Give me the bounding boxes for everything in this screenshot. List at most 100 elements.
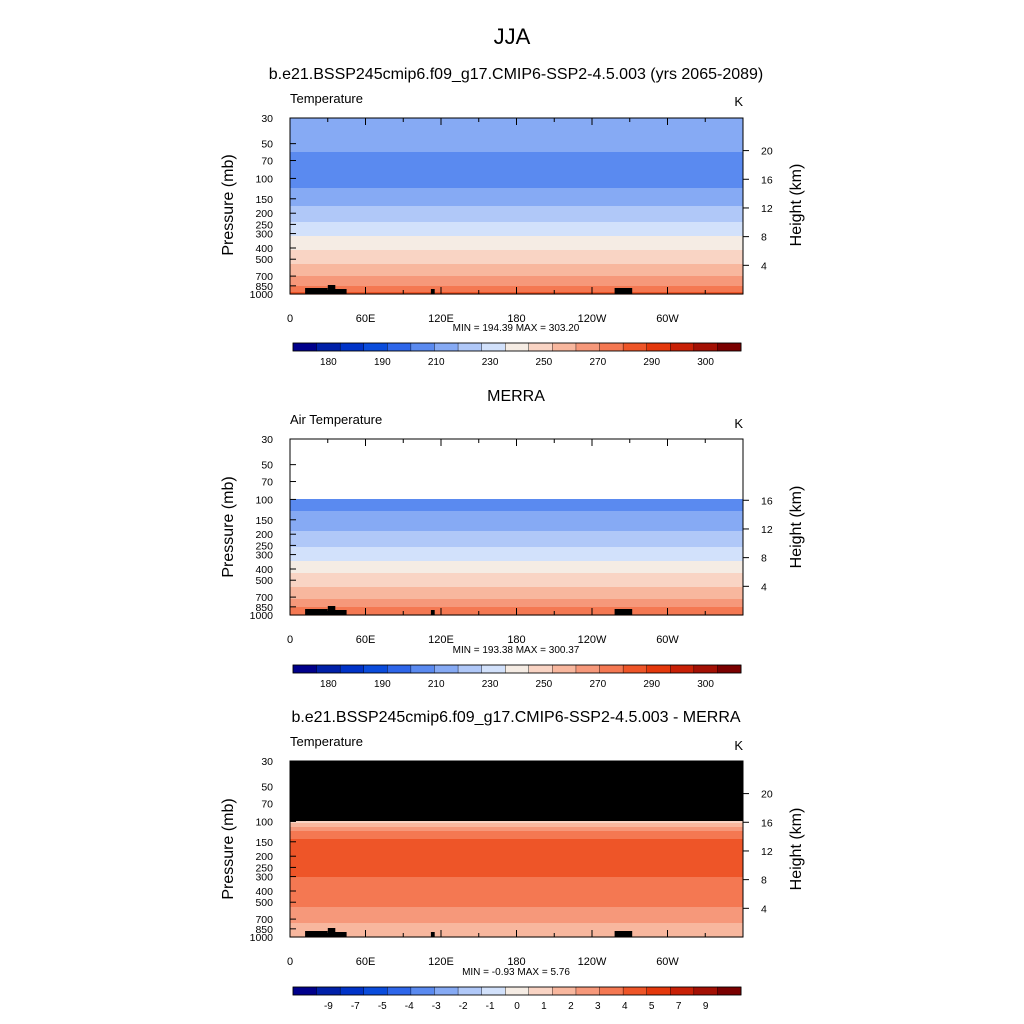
colorbar-label: 1 — [541, 1001, 547, 1012]
colorbar-box — [575, 342, 601, 352]
contour-band — [290, 531, 743, 534]
panel-2-ylabel: Pressure (mb) — [220, 476, 237, 577]
contour-band — [290, 925, 743, 928]
contour-band — [290, 923, 743, 926]
contour-band — [290, 136, 743, 139]
contour-band — [290, 130, 743, 133]
contour-band — [290, 158, 743, 161]
contour-band — [290, 867, 743, 870]
panel-3-left-string: Temperature — [290, 734, 363, 749]
contour-band — [290, 909, 743, 912]
surface-topography — [334, 932, 347, 937]
height-tick-label: 8 — [761, 875, 767, 887]
y-tick-label: 30 — [261, 434, 273, 446]
contour-band — [290, 899, 743, 902]
colorbar-box — [670, 342, 695, 352]
contour-band — [290, 781, 743, 784]
contour-band — [290, 799, 743, 802]
colorbar-frame — [292, 342, 742, 352]
colorbar-box — [552, 986, 577, 996]
contour-band — [290, 477, 743, 480]
contour-band — [290, 242, 743, 245]
colorbar-box — [387, 664, 412, 674]
contour-band — [290, 777, 743, 780]
height-tick-label: 8 — [761, 553, 767, 565]
contour-band — [290, 815, 743, 818]
contour-band — [290, 210, 743, 213]
contour-band — [290, 469, 743, 472]
contour-band — [290, 146, 743, 149]
surface-topography — [305, 609, 328, 615]
contour-band — [290, 605, 743, 608]
colorbar-box — [646, 664, 671, 674]
surface-topography — [327, 606, 336, 615]
x-tick-label: 60W — [656, 956, 679, 968]
contour-band — [290, 555, 743, 558]
colorbar-label: 9 — [703, 1001, 709, 1012]
colorbar-box — [622, 986, 648, 996]
height-tick-label: 16 — [761, 495, 773, 507]
contour-band — [290, 883, 743, 886]
colorbar-box — [292, 342, 318, 352]
contour-band — [290, 517, 743, 520]
contour-band — [290, 473, 743, 476]
contour-band — [290, 525, 743, 528]
contour-band — [290, 535, 743, 538]
colorbar-box — [670, 986, 695, 996]
contour-band — [290, 597, 743, 600]
y-tick-label: 300 — [255, 872, 273, 884]
colorbar-box — [693, 664, 718, 674]
y-tick-label: 70 — [261, 477, 273, 489]
contour-band — [290, 521, 743, 524]
contour-band — [290, 825, 743, 828]
height-tick-label: 20 — [761, 789, 773, 801]
contour-band — [290, 505, 743, 508]
contour-band — [290, 803, 743, 806]
contour-band — [290, 553, 743, 556]
contour-band — [290, 230, 743, 233]
contour-band — [290, 801, 743, 804]
contour-band — [290, 272, 743, 275]
contour-band — [290, 911, 743, 914]
contour-band — [290, 813, 743, 816]
contour-band — [290, 853, 743, 856]
y-tick-label: 150 — [255, 194, 273, 206]
colorbar-box — [575, 986, 601, 996]
contour-band — [290, 809, 743, 812]
colorbar-label: -3 — [432, 1001, 441, 1012]
height-tick-label: 4 — [761, 260, 767, 272]
colorbar-label: 300 — [697, 357, 714, 368]
contour-band — [290, 447, 743, 450]
y-tick-label: 70 — [261, 799, 273, 811]
panel-1-units: K — [734, 94, 743, 109]
contour-band — [290, 509, 743, 512]
contour-band — [290, 585, 743, 588]
contour-band — [290, 921, 743, 924]
contour-band — [290, 875, 743, 878]
contour-band — [290, 499, 743, 502]
x-tick-label: 0 — [287, 313, 293, 325]
surface-topography — [327, 928, 336, 937]
contour-band — [290, 150, 743, 153]
contour-band — [290, 250, 743, 253]
colorbar-box — [339, 342, 365, 352]
colorbar-box — [670, 664, 695, 674]
contour-band — [290, 569, 743, 572]
contour-band — [290, 527, 743, 530]
contour-band — [290, 190, 743, 193]
contour-band — [290, 142, 743, 145]
contour-band — [290, 212, 743, 215]
contour-band — [290, 567, 743, 570]
panel-1-colorbar: 180 190 210 230 250 270 290 300 — [292, 342, 742, 368]
colorbar-box — [316, 664, 341, 674]
contour-band — [290, 591, 743, 594]
y-tick-label: 400 — [255, 886, 273, 898]
contour-band — [290, 897, 743, 900]
contour-band — [290, 208, 743, 211]
surface-topography — [614, 609, 633, 615]
contour-band — [290, 545, 743, 548]
contour-band — [290, 186, 743, 189]
colorbar-label: 290 — [643, 679, 660, 690]
